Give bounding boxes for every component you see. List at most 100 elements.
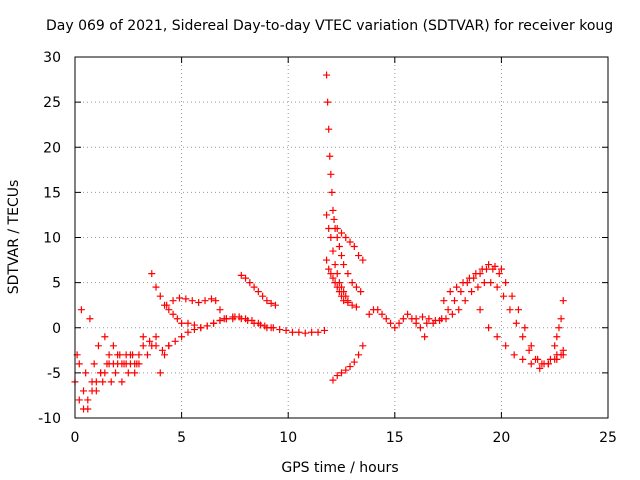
x-axis-label: GPS time / hours: [281, 460, 398, 476]
data-point: [326, 152, 334, 160]
data-point: [350, 358, 358, 366]
data-point: [135, 351, 143, 359]
x-tick-label: 25: [599, 430, 617, 446]
data-point: [485, 261, 493, 269]
data-point: [171, 337, 179, 345]
data-point: [521, 324, 529, 332]
data-point: [295, 328, 303, 336]
data-point: [325, 265, 333, 273]
data-point: [495, 270, 503, 278]
data-point: [131, 369, 139, 377]
y-tick-label: 0: [52, 321, 61, 337]
data-point: [156, 369, 164, 377]
data-point: [165, 342, 173, 350]
data-point: [502, 342, 510, 350]
data-point: [365, 310, 373, 318]
data-point: [553, 355, 561, 363]
data-point: [497, 265, 505, 273]
data-point: [442, 315, 450, 323]
data-point: [340, 297, 348, 305]
data-point: [195, 298, 203, 306]
data-point: [231, 313, 239, 321]
data-point: [263, 297, 271, 305]
data-point: [161, 351, 169, 359]
data-point: [553, 333, 561, 341]
data-point: [425, 315, 433, 323]
data-point: [175, 294, 183, 302]
data-point: [276, 326, 284, 334]
data-point: [419, 313, 427, 321]
data-point: [329, 376, 337, 384]
data-point: [514, 306, 522, 314]
data-point: [75, 360, 83, 368]
data-point: [288, 328, 296, 336]
data-point: [395, 319, 403, 327]
data-point: [101, 333, 109, 341]
grid-lines: [75, 57, 608, 418]
data-point: [378, 310, 386, 318]
data-point: [500, 292, 508, 300]
data-point: [325, 224, 333, 232]
x-tick-label: 20: [492, 430, 510, 446]
data-point: [152, 283, 160, 291]
data-point: [242, 274, 250, 282]
data-point: [559, 351, 567, 359]
data-point: [156, 292, 164, 300]
data-point: [485, 324, 493, 332]
data-point: [508, 292, 516, 300]
series-spike-12h: [323, 71, 365, 296]
y-tick-label: 15: [43, 185, 61, 201]
data-point: [453, 283, 461, 291]
data-point: [399, 315, 407, 323]
data-point: [382, 315, 390, 323]
data-point: [465, 274, 473, 282]
data-point: [457, 288, 465, 296]
data-point: [105, 351, 113, 359]
data-point: [92, 378, 100, 386]
data-point: [461, 297, 469, 305]
data-point: [527, 342, 535, 350]
data-point: [555, 324, 563, 332]
data-point: [152, 333, 160, 341]
data-point: [519, 355, 527, 363]
data-point: [88, 387, 96, 395]
data-point: [450, 297, 458, 305]
data-point: [271, 301, 279, 309]
data-point: [478, 265, 486, 273]
x-tick-label: 5: [177, 430, 186, 446]
data-point: [112, 369, 120, 377]
data-point: [374, 306, 382, 314]
series-tail-9h: [231, 313, 328, 337]
data-point: [327, 270, 335, 278]
data-point: [538, 360, 546, 368]
data-point: [207, 295, 215, 303]
data-point: [506, 306, 514, 314]
data-point: [109, 342, 117, 350]
data-point: [237, 315, 245, 323]
data-point: [330, 215, 338, 223]
data-point: [519, 333, 527, 341]
y-tick-label: 10: [43, 231, 61, 247]
data-point: [263, 324, 271, 332]
data-point: [246, 279, 254, 287]
data-point: [212, 297, 220, 305]
data-point: [352, 303, 360, 311]
series-low-19h: [476, 306, 567, 372]
data-point: [203, 322, 211, 330]
data-point: [359, 256, 367, 264]
data-point: [163, 301, 171, 309]
data-point: [173, 315, 181, 323]
series-spike-branch-2: [333, 224, 367, 264]
data-point: [387, 319, 395, 327]
data-point: [412, 315, 420, 323]
data-point: [254, 288, 262, 296]
data-point: [197, 324, 205, 332]
data-point: [329, 274, 337, 282]
data-point: [158, 346, 166, 354]
data-point: [146, 337, 154, 345]
data-point: [335, 243, 343, 251]
chart-title: Day 069 of 2021, Sidereal Day-to-day VTE…: [46, 18, 613, 34]
data-point: [328, 188, 336, 196]
data-point: [355, 252, 363, 260]
data-point: [527, 360, 535, 368]
